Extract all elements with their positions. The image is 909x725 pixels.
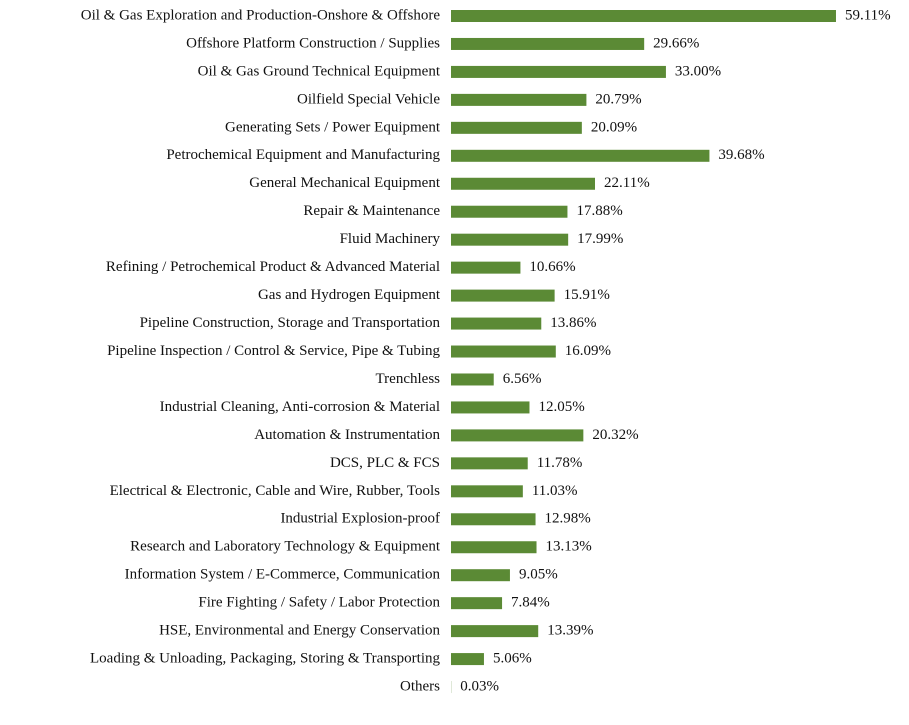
category-label: Loading & Unloading, Packaging, Storing … xyxy=(90,651,440,667)
value-label: 10.66% xyxy=(529,259,575,275)
bar xyxy=(451,149,710,162)
bar xyxy=(451,345,556,358)
value-label: 13.39% xyxy=(547,623,593,639)
bar xyxy=(451,373,494,386)
value-label: 9.05% xyxy=(519,567,558,583)
category-label: Pipeline Inspection / Control & Service,… xyxy=(107,343,440,359)
category-label: Industrial Explosion-proof xyxy=(280,511,440,527)
category-label: General Mechanical Equipment xyxy=(249,175,441,191)
category-label: Automation & Instrumentation xyxy=(254,427,440,443)
category-label: Offshore Platform Construction / Supplie… xyxy=(186,35,440,51)
category-label: Information System / E-Commerce, Communi… xyxy=(125,567,441,583)
category-label: Fire Fighting / Safety / Labor Protectio… xyxy=(198,595,440,611)
category-label: Research and Laboratory Technology & Equ… xyxy=(130,539,441,555)
category-label: Pipeline Construction, Storage and Trans… xyxy=(140,315,441,331)
bar xyxy=(451,457,528,470)
bar xyxy=(451,401,530,414)
value-label: 16.09% xyxy=(565,343,611,359)
bar xyxy=(451,37,645,50)
bar xyxy=(451,653,484,666)
bar xyxy=(451,177,596,190)
value-label: 13.86% xyxy=(550,315,596,331)
value-label: 12.98% xyxy=(545,511,591,527)
bar xyxy=(451,10,836,22)
value-label: 33.00% xyxy=(675,63,721,79)
category-label: HSE, Environmental and Energy Conservati… xyxy=(159,623,440,639)
value-label: 13.13% xyxy=(546,539,592,555)
value-label: 39.68% xyxy=(718,147,764,163)
value-label: 20.32% xyxy=(592,427,638,443)
bar xyxy=(451,233,569,246)
value-label: 12.05% xyxy=(538,399,584,415)
category-label: Petrochemical Equipment and Manufacturin… xyxy=(166,147,440,163)
value-label: 5.06% xyxy=(493,651,532,667)
value-label: 20.09% xyxy=(591,119,637,135)
bar xyxy=(451,541,537,554)
value-label: 22.11% xyxy=(604,175,650,191)
category-label: Electrical & Electronic, Cable and Wire,… xyxy=(110,483,441,499)
bar xyxy=(451,485,523,498)
value-label: 11.03% xyxy=(532,483,578,499)
category-label: Others xyxy=(400,678,440,694)
category-label: Industrial Cleaning, Anti-corrosion & Ma… xyxy=(160,399,440,415)
category-label: DCS, PLC & FCS xyxy=(330,455,440,471)
value-label: 17.88% xyxy=(576,203,622,219)
bar xyxy=(451,121,582,134)
value-label: 0.03% xyxy=(460,678,499,694)
bar xyxy=(451,317,542,330)
bar xyxy=(451,261,521,274)
value-label: 20.79% xyxy=(595,91,641,107)
value-label: 59.11% xyxy=(845,7,891,23)
category-label: Refining / Petrochemical Product & Advan… xyxy=(106,259,440,275)
category-label: Oil & Gas Ground Technical Equipment xyxy=(198,63,441,79)
category-label: Oil & Gas Exploration and Production-Ons… xyxy=(81,7,441,23)
category-label: Repair & Maintenance xyxy=(303,203,440,219)
category-label: Gas and Hydrogen Equipment xyxy=(258,287,441,303)
bar xyxy=(451,625,539,638)
bar xyxy=(451,93,587,106)
category-label: Fluid Machinery xyxy=(340,231,441,247)
category-label: Generating Sets / Power Equipment xyxy=(225,119,441,135)
category-label: Trenchless xyxy=(376,371,441,387)
bar xyxy=(451,569,510,582)
value-label: 17.99% xyxy=(577,231,623,247)
value-label: 6.56% xyxy=(503,371,542,387)
category-label: Oilfield Special Vehicle xyxy=(297,91,440,107)
value-label: 11.78% xyxy=(537,455,583,471)
bar xyxy=(451,205,568,218)
value-label: 15.91% xyxy=(564,287,610,303)
bar xyxy=(451,65,666,78)
value-label: 7.84% xyxy=(511,595,550,611)
value-label: 29.66% xyxy=(653,35,699,51)
bar xyxy=(451,429,584,442)
bar xyxy=(451,513,536,526)
bar xyxy=(451,289,555,302)
bar xyxy=(451,597,503,610)
